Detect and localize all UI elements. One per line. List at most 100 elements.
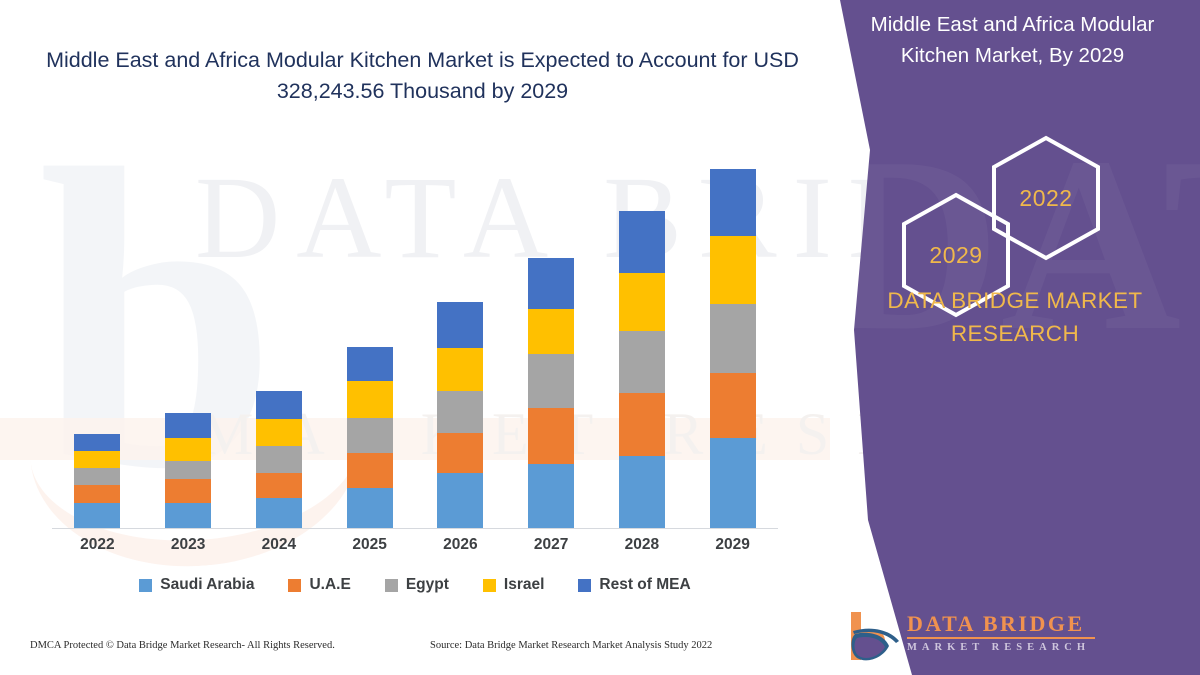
bar-segment-saudi-arabia: [255, 498, 302, 528]
chart-legend: Saudi Arabia U.A.E Egypt Israel Rest of MEA: [52, 576, 778, 594]
legend-label: Rest of MEA: [599, 576, 691, 593]
hexagon-outline-icon: [902, 192, 1010, 318]
bar-segment-u-a-e: [437, 433, 484, 473]
x-axis-label-2027: 2027: [533, 536, 569, 553]
stacked-bar: [618, 211, 665, 528]
bar-segment-saudi-arabia: [618, 456, 665, 528]
logo-text: DATA BRIDGE MARKET RESEARCH: [907, 612, 1095, 653]
bar-segment-rest-of-mea: [437, 302, 484, 348]
x-axis-line: [52, 528, 778, 529]
stacked-bar: [255, 391, 302, 528]
logo-divider: [907, 637, 1095, 640]
bar-segment-egypt: [74, 468, 121, 485]
bar-segment-israel: [709, 236, 756, 304]
bar-chart-plot: [52, 150, 778, 528]
chart-panel: Middle East and Africa Modular Kitchen M…: [0, 48, 850, 662]
data-bridge-b-icon: [851, 612, 899, 661]
legend-swatch-icon: [482, 578, 496, 592]
legend-swatch-icon: [384, 578, 398, 592]
x-axis-label-2024: 2024: [261, 536, 297, 553]
legend-label: Saudi Arabia: [160, 576, 255, 593]
bar-segment-u-a-e: [74, 485, 121, 503]
bar-segment-u-a-e: [255, 473, 302, 498]
footer-copyright: DMCA Protected © Data Bridge Market Rese…: [30, 640, 335, 651]
bar-segment-saudi-arabia: [437, 473, 484, 528]
legend-label: Israel: [503, 576, 545, 593]
x-axis-label-2025: 2025: [352, 536, 387, 553]
bar-segment-u-a-e: [709, 373, 756, 438]
stacked-bar: [346, 347, 393, 528]
bar-segment-egypt: [709, 304, 756, 373]
x-axis-label-2028: 2028: [624, 536, 660, 553]
brand-name: DATA BRIDGE MARKET RESEARCH: [887, 288, 1143, 346]
hexagon-2029-label: 2029: [929, 241, 983, 268]
bar-segment-u-a-e: [618, 393, 665, 456]
bar-segment-saudi-arabia: [346, 488, 393, 528]
x-axis-labels: 2022 2023 2024 2025 2026 2027 2028 2029: [52, 536, 778, 554]
legend-swatch-icon: [578, 578, 592, 592]
bar-segment-rest-of-mea: [528, 258, 575, 309]
stacked-bar: [165, 413, 212, 528]
bar-segment-egypt: [618, 331, 665, 393]
bar-segment-saudi-arabia: [709, 438, 756, 528]
hexagon-2022-label: 2022: [1019, 184, 1073, 211]
legend-swatch-icon: [288, 578, 302, 592]
bar-segment-rest-of-mea: [165, 413, 212, 438]
bar-column-2028: [597, 150, 687, 528]
panel-title: Middle East and Africa Modular Kitchen M…: [870, 13, 1155, 67]
x-axis-label-2029: 2029: [715, 536, 750, 553]
legend-swatch-icon: [139, 578, 153, 592]
footer-source: Source: Data Bridge Market Research Mark…: [430, 640, 713, 651]
chart-title: Middle East and Africa Modular Kitchen M…: [46, 48, 799, 104]
legend-item-israel[interactable]: Israel: [482, 576, 545, 594]
bar-segment-israel: [528, 309, 575, 354]
bar-segment-israel: [255, 419, 302, 446]
bar-segment-u-a-e: [346, 453, 393, 488]
footer: DMCA Protected © Data Bridge Market Rese…: [0, 640, 850, 662]
bar-segment-israel: [346, 381, 393, 418]
legend-item-egypt[interactable]: Egypt: [384, 576, 449, 594]
bar-column-2025: [325, 150, 415, 528]
bar-segment-israel: [437, 348, 484, 391]
bar-segment-israel: [74, 451, 121, 468]
bar-segment-israel: [618, 273, 665, 331]
stacked-bar: [437, 302, 484, 528]
logo-line2: MARKET RESEARCH: [907, 642, 1091, 654]
hexagon-2029: 2029: [900, 192, 1012, 318]
legend-item-saudi-arabia[interactable]: Saudi Arabia: [139, 576, 254, 594]
legend-label: U.A.E: [309, 576, 351, 593]
bar-segment-egypt: [165, 461, 212, 479]
bar-column-2023: [143, 150, 233, 528]
bar-segment-egypt: [255, 446, 302, 473]
x-axis-label-2022: 2022: [80, 536, 115, 553]
legend-item-rest-of-mea[interactable]: Rest of MEA: [578, 576, 691, 594]
x-axis-label-2023: 2023: [170, 536, 206, 553]
bar-segment-rest-of-mea: [74, 434, 121, 451]
bar-segment-egypt: [528, 354, 575, 408]
bar-column-2022: [52, 150, 142, 528]
bar-column-2024: [234, 150, 324, 528]
bar-segment-u-a-e: [528, 408, 575, 464]
legend-item-u-a-e[interactable]: U.A.E: [288, 576, 351, 594]
legend-label: Egypt: [405, 576, 449, 593]
bar-segment-rest-of-mea: [618, 211, 665, 273]
bar-segment-rest-of-mea: [255, 391, 302, 419]
bar-column-2027: [506, 150, 596, 528]
bar-segment-saudi-arabia: [165, 503, 212, 528]
hexagon-group: 2022 2029: [890, 135, 1150, 318]
bar-segment-u-a-e: [165, 479, 212, 503]
bar-column-2026: [415, 150, 505, 528]
bar-segment-israel: [165, 438, 212, 461]
hexagon-outline-icon: [992, 135, 1100, 261]
bar-segment-rest-of-mea: [346, 347, 393, 381]
bar-column-2029: [688, 150, 778, 528]
logo: DATA BRIDGE MARKET RESEARCH: [845, 608, 1175, 666]
bar-segment-rest-of-mea: [709, 169, 756, 236]
stacked-bar: [709, 169, 756, 528]
stacked-bar: [74, 434, 121, 528]
bar-segment-saudi-arabia: [74, 503, 121, 528]
stacked-bar: [528, 258, 575, 528]
bar-segment-egypt: [346, 418, 393, 453]
x-axis-label-2026: 2026: [443, 536, 478, 553]
